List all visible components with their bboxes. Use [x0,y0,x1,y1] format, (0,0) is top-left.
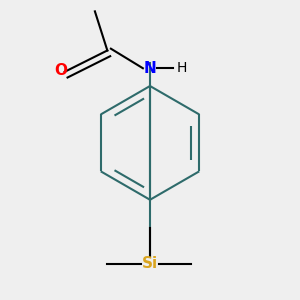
Text: Si: Si [142,256,158,271]
Text: N: N [144,61,156,76]
Text: O: O [54,62,67,77]
Text: H: H [177,61,187,75]
